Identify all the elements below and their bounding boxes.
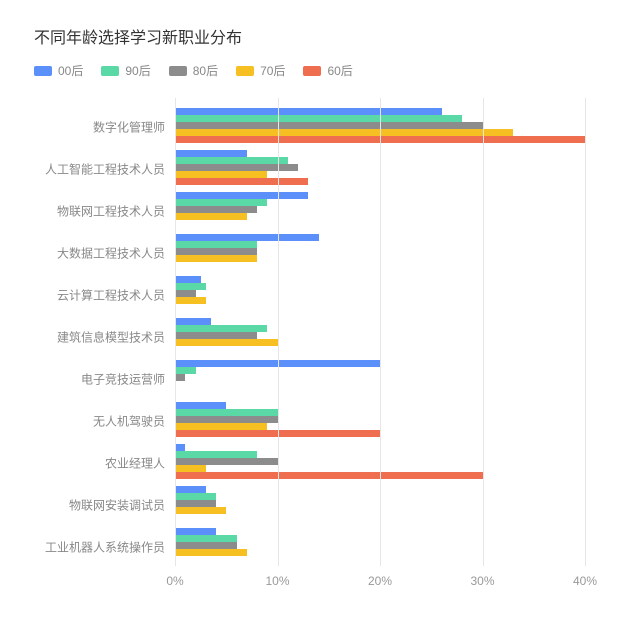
bar — [175, 234, 319, 241]
legend-label: 80后 — [193, 62, 218, 79]
legend-label: 90后 — [125, 62, 150, 79]
bar — [175, 248, 257, 255]
x-tick-label: 0% — [166, 574, 183, 588]
bar — [175, 374, 185, 381]
bar — [175, 178, 308, 185]
bar — [175, 213, 247, 220]
bar — [175, 472, 483, 479]
x-tick-label: 30% — [470, 574, 494, 588]
category-label: 物联网工程技术人员 — [57, 202, 175, 219]
bar — [175, 297, 206, 304]
category-label: 电子竞技运营师 — [81, 370, 175, 387]
category-label: 工业机器人系统操作员 — [45, 538, 175, 555]
category-label: 物联网安装调试员 — [69, 496, 175, 513]
bar — [175, 276, 201, 283]
legend-swatch — [236, 66, 254, 76]
bar — [175, 283, 206, 290]
bar — [175, 199, 267, 206]
bar — [175, 339, 278, 346]
category-label: 大数据工程技术人员 — [57, 244, 175, 261]
chart-legend: 00后 90后 80后 70后 60后 — [0, 62, 620, 79]
x-tick-label: 40% — [573, 574, 597, 588]
bar — [175, 416, 278, 423]
category-label: 云计算工程技术人员 — [57, 286, 175, 303]
bar — [175, 157, 288, 164]
bar — [175, 122, 483, 129]
legend-label: 00后 — [58, 62, 83, 79]
bar — [175, 444, 185, 451]
bar — [175, 108, 442, 115]
bar — [175, 500, 216, 507]
bar — [175, 549, 247, 556]
category-label: 农业经理人 — [105, 454, 175, 471]
bar — [175, 150, 247, 157]
legend-swatch — [34, 66, 52, 76]
bar — [175, 115, 462, 122]
bar — [175, 409, 278, 416]
bar — [175, 367, 196, 374]
legend-item: 60后 — [303, 62, 352, 79]
bar — [175, 465, 206, 472]
bar — [175, 318, 211, 325]
category-label: 无人机驾驶员 — [93, 412, 175, 429]
bar — [175, 423, 267, 430]
bar — [175, 255, 257, 262]
x-tick-label: 10% — [265, 574, 289, 588]
legend-item: 00后 — [34, 62, 83, 79]
bar — [175, 528, 216, 535]
bar-chart: 不同年龄选择学习新职业分布 00后90后80后70后60后 数字化管理师人工智能… — [0, 0, 620, 634]
legend-item: 90后 — [101, 62, 150, 79]
gridline — [278, 98, 279, 566]
gridline — [175, 98, 176, 566]
legend-item: 80后 — [169, 62, 218, 79]
bar — [175, 129, 513, 136]
bar — [175, 542, 237, 549]
legend-swatch — [303, 66, 321, 76]
x-tick-label: 20% — [368, 574, 392, 588]
category-label: 建筑信息模型技术员 — [57, 328, 175, 345]
gridline — [380, 98, 381, 566]
bar — [175, 458, 278, 465]
legend-label: 60后 — [327, 62, 352, 79]
bar — [175, 325, 267, 332]
chart-title: 不同年龄选择学习新职业分布 — [0, 24, 620, 48]
legend-label: 70后 — [260, 62, 285, 79]
bar — [175, 192, 308, 199]
bar — [175, 241, 257, 248]
bar — [175, 402, 226, 409]
bar — [175, 164, 298, 171]
bar — [175, 171, 267, 178]
bar — [175, 290, 196, 297]
bar — [175, 451, 257, 458]
bar — [175, 507, 226, 514]
category-label: 人工智能工程技术人员 — [45, 160, 175, 177]
bar — [175, 493, 216, 500]
bar — [175, 535, 237, 542]
plot-area: 数字化管理师人工智能工程技术人员物联网工程技术人员大数据工程技术人员云计算工程技… — [175, 98, 585, 588]
bar — [175, 486, 206, 493]
bar — [175, 206, 257, 213]
bar — [175, 332, 257, 339]
legend-swatch — [101, 66, 119, 76]
legend-item: 70后 — [236, 62, 285, 79]
gridline — [585, 98, 586, 566]
category-label: 数字化管理师 — [93, 118, 175, 135]
gridline — [483, 98, 484, 566]
legend-swatch — [169, 66, 187, 76]
